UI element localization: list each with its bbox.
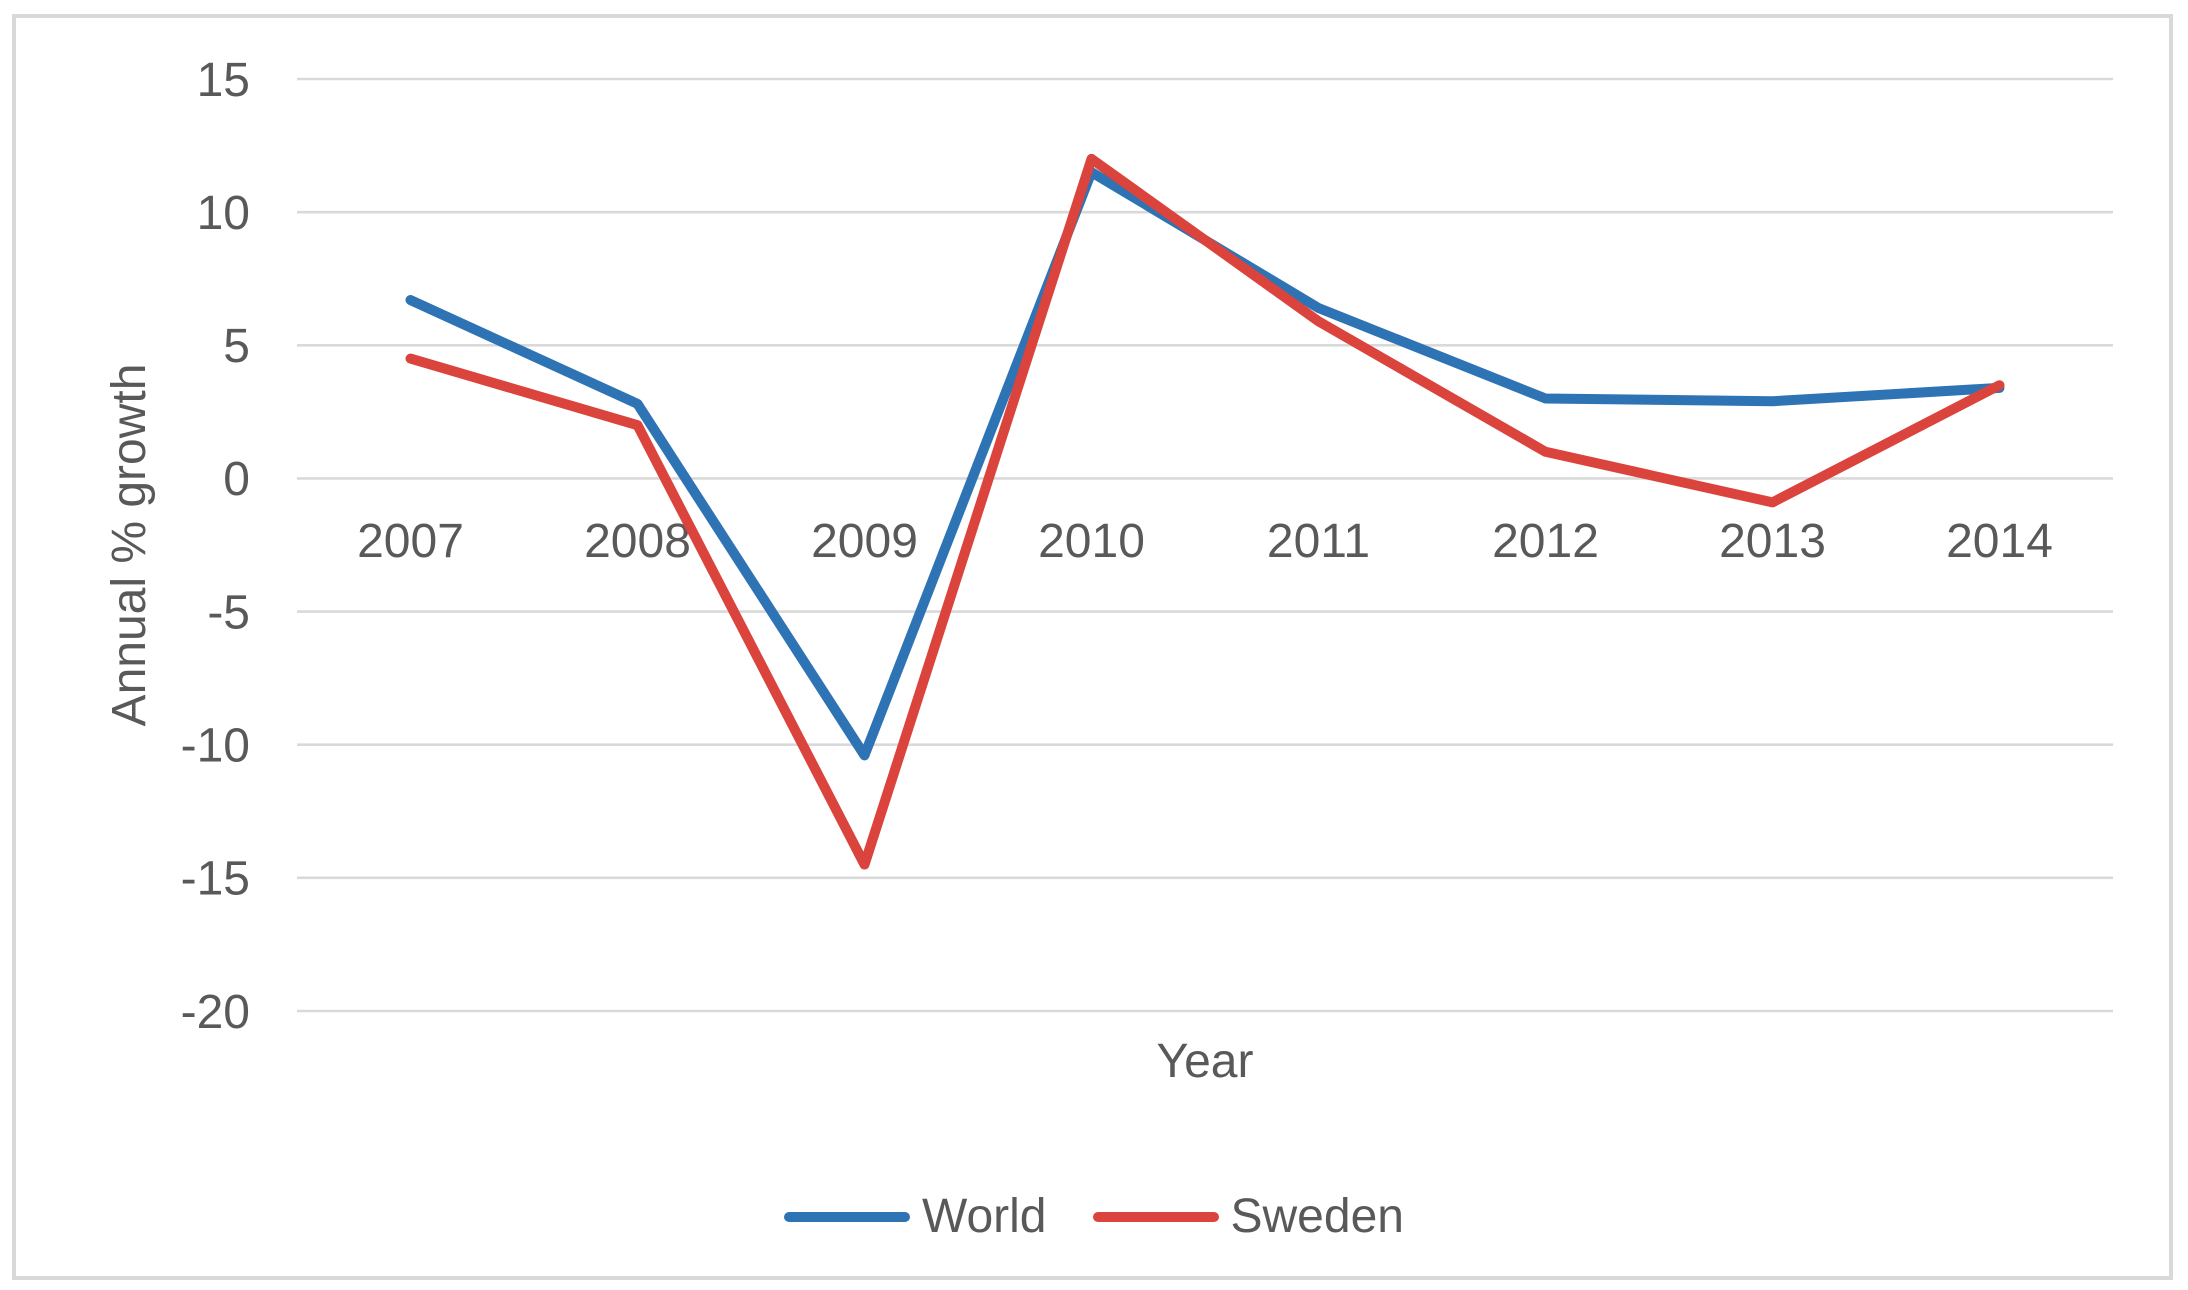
x-tick-label: 2009	[811, 515, 918, 568]
y-tick-label: 10	[197, 187, 250, 240]
legend: World Sweden	[0, 1190, 2188, 1244]
y-axis-title: Annual % growth	[103, 363, 156, 727]
x-tick-label: 2007	[357, 515, 464, 568]
world-line-swatch	[784, 1212, 911, 1222]
y-tick-label: -10	[181, 720, 250, 773]
x-tick-label: 2010	[1038, 515, 1145, 568]
legend-label-world: World	[922, 1190, 1047, 1243]
y-tick-label: 15	[197, 54, 250, 107]
y-tick-label: -20	[181, 986, 250, 1039]
series-line-world	[405, 167, 2005, 761]
y-tick-label: -15	[181, 853, 250, 906]
series-line-sweden	[405, 153, 2005, 870]
x-tick-label: 2013	[1719, 515, 1826, 568]
x-axis-title: Year	[1156, 1035, 1254, 1088]
sweden-line-swatch	[1092, 1212, 1219, 1222]
x-tick-label: 2014	[1946, 515, 2053, 568]
x-tick-label: 2011	[1267, 515, 1370, 568]
legend-label-sweden: Sweden	[1230, 1190, 1404, 1243]
x-tick-label: 2012	[1492, 515, 1599, 568]
y-tick-label: 5	[223, 320, 250, 373]
x-tick-label: 2008	[584, 515, 691, 568]
y-tick-label: -5	[207, 586, 250, 639]
legend-item-sweden: Sweden	[1092, 1190, 1404, 1243]
y-tick-label: 0	[223, 453, 250, 506]
legend-item-world: World	[784, 1190, 1047, 1243]
chart-frame-border	[12, 14, 2173, 1280]
